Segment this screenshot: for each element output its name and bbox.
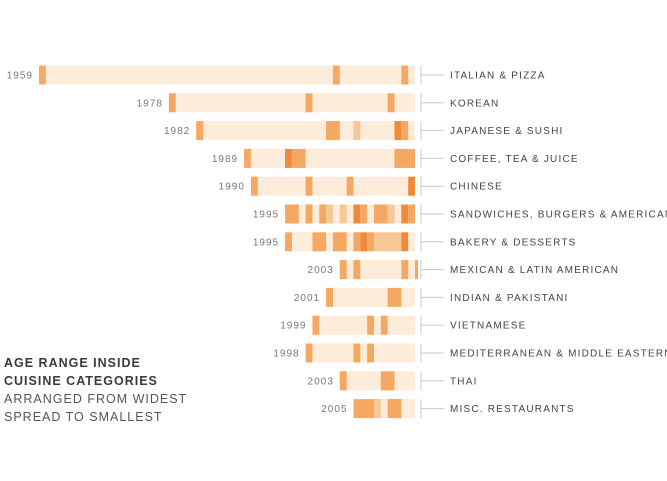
chart-title-line1: AGE RANGE INSIDE	[4, 356, 141, 370]
range-bar	[196, 121, 415, 141]
year-mark	[401, 232, 409, 252]
category-label: THAI	[450, 376, 478, 387]
year-mark	[387, 204, 395, 224]
range-bar	[250, 176, 415, 196]
range-bar	[244, 148, 415, 168]
year-mark	[408, 176, 415, 196]
range-bar	[339, 371, 415, 391]
year-mark	[319, 204, 327, 224]
category-label: ITALIAN & PIZZA	[450, 71, 546, 82]
year-mark	[373, 204, 388, 224]
year-mark	[312, 315, 320, 335]
year-mark	[326, 121, 340, 141]
range-bar	[39, 65, 415, 85]
year-mark	[387, 399, 402, 419]
category-label: CHINESE	[450, 182, 503, 193]
year-mark	[367, 315, 374, 335]
year-mark	[285, 148, 292, 168]
year-mark	[353, 343, 361, 363]
chart-subtitle-line1: ARRANGED FROM WIDEST	[4, 392, 188, 406]
year-mark	[401, 65, 409, 85]
start-year-label: 2005	[321, 404, 347, 415]
year-mark	[339, 371, 347, 391]
year-mark	[305, 343, 313, 363]
range-bar	[168, 93, 415, 113]
category-label: MEDITERRANEAN & MIDDLE EASTERN	[450, 349, 667, 360]
year-mark	[353, 204, 361, 224]
chart-caption: AGE RANGE INSIDE CUISINE CATEGORIES ARRA…	[4, 354, 187, 426]
year-mark	[244, 148, 251, 168]
category-label: BAKERY & DESSERTS	[450, 237, 577, 248]
year-mark	[360, 232, 368, 252]
year-mark	[367, 343, 374, 363]
year-mark	[401, 204, 409, 224]
year-mark	[39, 65, 46, 85]
year-mark	[380, 315, 388, 335]
year-mark	[332, 232, 347, 252]
year-mark	[332, 65, 340, 85]
category-label: VIETNAMESE	[450, 321, 526, 332]
range-bar	[312, 315, 415, 335]
year-mark	[387, 93, 395, 113]
start-year-label: 1998	[273, 349, 299, 360]
start-year-label: 1999	[280, 321, 306, 332]
year-mark	[305, 176, 313, 196]
year-mark	[394, 148, 415, 168]
category-label: COFFEE, TEA & JUICE	[450, 154, 579, 165]
category-label: INDIAN & PAKISTANI	[450, 293, 568, 304]
year-mark	[373, 399, 381, 419]
category-label: MEXICAN & LATIN AMERICAN	[450, 265, 619, 276]
chart-title-line2: CUISINE CATEGORIES	[4, 374, 158, 388]
year-mark	[346, 176, 354, 196]
year-mark	[360, 204, 368, 224]
year-mark	[353, 121, 361, 141]
year-mark	[380, 371, 395, 391]
category-label: KOREAN	[450, 98, 499, 109]
start-year-label: 1990	[219, 182, 245, 193]
year-mark	[168, 93, 176, 113]
year-mark	[250, 176, 258, 196]
start-year-label: 1995	[253, 210, 279, 221]
year-mark	[285, 204, 299, 224]
year-mark	[326, 287, 333, 307]
year-mark	[291, 148, 299, 168]
category-label: SANDWICHES, BURGERS & AMERICAN	[450, 210, 667, 221]
category-label: MISC. RESTAURANTS	[450, 404, 575, 415]
year-mark	[353, 399, 374, 419]
year-mark	[326, 204, 333, 224]
start-year-label: 2003	[308, 265, 334, 276]
range-bar	[326, 287, 415, 307]
range-bar	[285, 204, 415, 224]
start-year-label: 1982	[164, 126, 190, 137]
start-year-label: 1995	[253, 237, 279, 248]
start-year-label: 1978	[137, 98, 163, 109]
start-year-label: 2001	[294, 293, 320, 304]
year-mark	[353, 232, 361, 252]
year-mark	[196, 121, 204, 141]
year-mark	[305, 93, 313, 113]
year-mark	[312, 232, 327, 252]
category-label: JAPANESE & SUSHI	[450, 126, 564, 137]
year-mark	[298, 148, 306, 168]
year-mark	[401, 260, 409, 280]
start-year-label: 2003	[308, 376, 334, 387]
start-year-label: 1959	[7, 71, 33, 82]
year-mark	[387, 287, 402, 307]
year-mark	[353, 260, 361, 280]
year-mark	[339, 260, 347, 280]
year-mark	[285, 232, 292, 252]
year-mark	[305, 204, 313, 224]
year-mark	[408, 204, 415, 224]
start-year-label: 1989	[212, 154, 238, 165]
year-mark	[415, 260, 418, 280]
year-mark	[373, 232, 402, 252]
year-mark	[339, 204, 347, 224]
year-mark	[394, 121, 402, 141]
year-mark	[367, 232, 374, 252]
year-mark	[401, 121, 409, 141]
chart-subtitle-line2: SPREAD TO SMALLEST	[4, 410, 163, 424]
